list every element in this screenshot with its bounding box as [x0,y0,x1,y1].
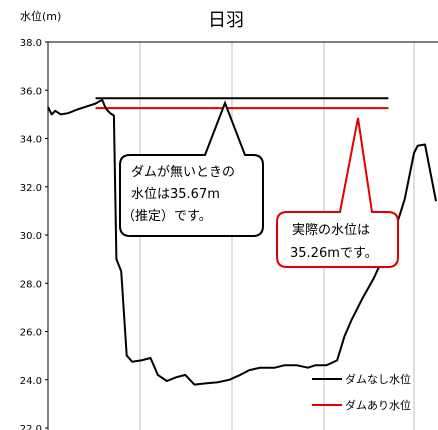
series-group [47,97,437,386]
chart-title: 日羽 [208,10,244,31]
callout-actual-bubble [276,117,399,268]
y-tick-label-4: 30.0 [20,231,42,242]
y-axis-label: 水位(m) [20,9,61,23]
y-tick-label-7: 24.0 [20,376,42,387]
callout-no-dam-line-1: ダムが無いときの [131,165,235,180]
callout-no-dam-line-2: 水位は35.67m [131,187,220,202]
y-tick-label-5: 28.0 [20,279,42,290]
series-line-observed [47,98,437,386]
callout-no-dam: ダムが無いときの 水位は35.67m （推定）です。 [119,100,264,237]
legend-label-no-dam: ダムなし水位 [345,372,411,386]
y-tick-label-1: 36.0 [20,86,42,97]
callout-no-dam-line-3: （推定）です。 [122,209,212,224]
callout-actual-line-2: 35.26mです。 [290,246,378,261]
callout-no-dam-bubble [119,100,264,237]
callout-actual: 実際の水位は 35.26mです。 [276,117,399,268]
callout-actual-line-1: 実際の水位は [292,222,370,238]
legend: ダムなし水位 ダムあり水位 [312,372,411,412]
y-tick-label-6: 26.0 [20,328,42,339]
y-ticks: 38.0 36.0 34.0 32.0 30.0 28.0 26.0 24.0 22.0 [20,38,48,430]
y-tick-label-3: 32.0 [20,183,42,194]
y-tick-label-2: 34.0 [20,135,42,146]
y-tick-label-8: 22.0 [20,424,42,430]
y-tick-label-0: 38.0 [20,38,42,49]
legend-label-with-dam: ダムあり水位 [345,398,411,412]
